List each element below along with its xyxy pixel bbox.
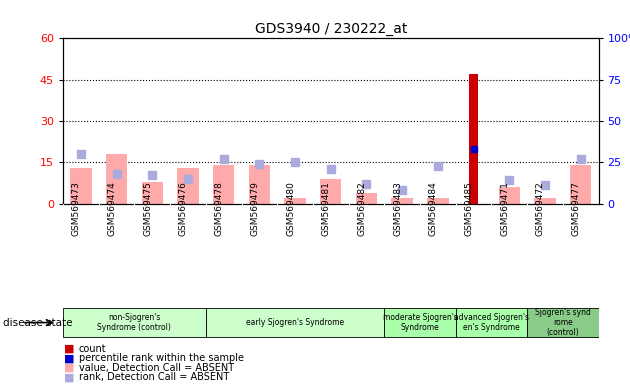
Bar — [391, 198, 413, 204]
Bar — [320, 179, 341, 204]
Bar — [534, 198, 556, 204]
Text: GSM569483: GSM569483 — [393, 181, 402, 236]
Text: rank, Detection Call = ABSENT: rank, Detection Call = ABSENT — [79, 372, 229, 382]
Title: GDS3940 / 230222_at: GDS3940 / 230222_at — [255, 22, 407, 36]
Bar — [142, 182, 163, 204]
Text: GSM569482: GSM569482 — [357, 181, 367, 236]
Text: Sjogren's synd
rome
(control): Sjogren's synd rome (control) — [535, 308, 591, 338]
Text: GSM569478: GSM569478 — [215, 181, 224, 236]
Text: value, Detection Call = ABSENT: value, Detection Call = ABSENT — [79, 363, 234, 373]
Text: GSM569484: GSM569484 — [429, 181, 438, 236]
Text: percentile rank within the sample: percentile rank within the sample — [79, 353, 244, 363]
Text: non-Sjogren's
Syndrome (control): non-Sjogren's Syndrome (control) — [98, 313, 171, 332]
Text: GSM569477: GSM569477 — [571, 181, 581, 236]
Text: ■: ■ — [64, 372, 74, 382]
Bar — [70, 168, 91, 204]
Text: ■: ■ — [64, 363, 74, 373]
FancyBboxPatch shape — [63, 308, 206, 337]
Text: count: count — [79, 344, 106, 354]
Bar — [106, 154, 127, 204]
Bar — [249, 165, 270, 204]
Bar — [284, 198, 306, 204]
Text: GSM569485: GSM569485 — [464, 181, 474, 236]
Text: early Sjogren's Syndrome: early Sjogren's Syndrome — [246, 318, 344, 327]
FancyBboxPatch shape — [206, 308, 384, 337]
Text: GSM569474: GSM569474 — [108, 181, 117, 236]
Text: GSM569473: GSM569473 — [72, 181, 81, 236]
Text: ■: ■ — [64, 344, 74, 354]
FancyBboxPatch shape — [384, 308, 455, 337]
Text: GSM569479: GSM569479 — [250, 181, 260, 236]
Text: ■: ■ — [64, 353, 74, 363]
Text: moderate Sjogren's
Syndrome: moderate Sjogren's Syndrome — [382, 313, 457, 332]
Bar — [213, 165, 234, 204]
Text: GSM569480: GSM569480 — [286, 181, 295, 236]
Bar — [570, 165, 592, 204]
Text: GSM569475: GSM569475 — [143, 181, 152, 236]
FancyBboxPatch shape — [527, 308, 598, 337]
Bar — [498, 187, 520, 204]
Text: GSM569476: GSM569476 — [179, 181, 188, 236]
Bar — [469, 74, 478, 204]
Text: GSM569472: GSM569472 — [536, 181, 545, 236]
Bar — [177, 168, 198, 204]
FancyBboxPatch shape — [455, 308, 527, 337]
Text: GSM569471: GSM569471 — [500, 181, 509, 236]
Text: GSM569481: GSM569481 — [322, 181, 331, 236]
Text: disease state: disease state — [3, 318, 72, 328]
Bar — [356, 192, 377, 204]
Bar — [427, 198, 449, 204]
Text: advanced Sjogren's
en's Syndrome: advanced Sjogren's en's Syndrome — [454, 313, 529, 332]
